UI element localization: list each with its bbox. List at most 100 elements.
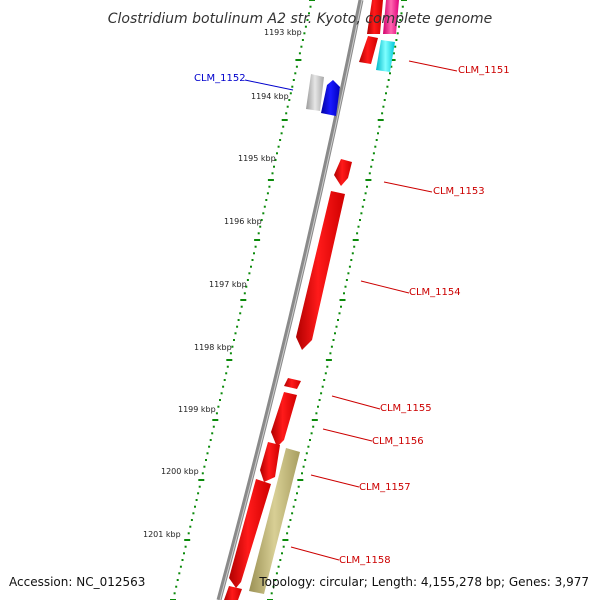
minor-tick	[348, 265, 351, 268]
minor-tick	[246, 279, 249, 281]
minor-tick	[307, 445, 310, 448]
minor-tick	[372, 152, 375, 155]
gene-feature[interactable]	[367, 0, 383, 34]
major-tick	[184, 539, 191, 541]
minor-tick	[400, 12, 403, 15]
minor-tick	[270, 592, 273, 595]
minor-tick	[274, 579, 277, 581]
minor-tick	[304, 459, 307, 461]
gene-label-clm-1157[interactable]: CLM_1157	[359, 482, 411, 493]
minor-tick	[209, 439, 212, 441]
tick-label: 1200 kbp	[161, 467, 199, 476]
major-tick	[297, 479, 304, 481]
major-tick	[311, 419, 318, 421]
minor-tick	[181, 559, 184, 561]
minor-tick	[332, 339, 335, 341]
minor-tick	[176, 579, 179, 581]
minor-tick	[294, 499, 297, 501]
major-tick	[377, 119, 384, 121]
minor-tick	[289, 519, 292, 521]
minor-tick	[280, 132, 283, 135]
gene-clm-1155[interactable]	[284, 378, 301, 389]
genome-summary-text: Topology: circular; Length: 4,155,278 bp…	[258, 575, 589, 589]
gene-clm-1157[interactable]	[249, 448, 300, 594]
major-tick	[254, 239, 261, 241]
gene-feature[interactable]	[383, 0, 399, 34]
minor-tick	[211, 432, 214, 435]
minor-tick	[231, 345, 234, 348]
minor-tick	[274, 159, 277, 161]
minor-tick	[401, 5, 404, 8]
minor-tick	[234, 332, 237, 335]
gene-label-clm-1156[interactable]: CLM_1156	[372, 436, 424, 447]
gene-label-clm-1151[interactable]: CLM_1151	[458, 65, 510, 76]
label-leaders	[244, 60, 458, 561]
gene-label-clm-1152[interactable]: CLM_1152	[194, 73, 246, 84]
minor-tick	[312, 425, 315, 428]
gene-label-clm-1154[interactable]: CLM_1154	[409, 287, 461, 298]
gene-feature[interactable]	[306, 74, 324, 111]
minor-tick	[195, 499, 198, 501]
major-tick	[281, 119, 288, 121]
gene-clm-1153[interactable]	[334, 159, 352, 186]
tick-label: 1194 kbp	[251, 92, 289, 101]
minor-tick	[178, 572, 181, 575]
minor-tick	[386, 85, 389, 88]
gene-clm-1156[interactable]	[260, 442, 280, 482]
gene-clm-1154[interactable]	[296, 191, 345, 350]
gene-label-clm-1158[interactable]: CLM_1158	[339, 555, 391, 566]
minor-tick	[289, 92, 292, 95]
minor-tick	[291, 85, 294, 88]
gene-feature[interactable]	[271, 392, 297, 447]
minor-tick	[318, 399, 321, 401]
minor-tick	[351, 252, 354, 255]
minor-tick	[192, 512, 195, 515]
minor-tick	[220, 392, 223, 395]
minor-tick	[282, 125, 285, 128]
minor-tick	[194, 505, 196, 508]
minor-tick	[260, 219, 263, 221]
gene-feature[interactable]	[359, 36, 378, 64]
minor-tick	[326, 365, 329, 368]
minor-tick	[317, 405, 319, 408]
minor-tick	[395, 39, 398, 41]
minor-tick	[201, 472, 204, 475]
tick-label: 1193 kbp	[264, 28, 302, 37]
gene-clm-1158[interactable]	[229, 479, 271, 588]
gene-clm-1151[interactable]	[376, 40, 395, 72]
minor-tick	[215, 412, 218, 415]
gene-clm-1152[interactable]	[321, 80, 340, 116]
minor-tick	[277, 145, 280, 148]
minor-tick	[233, 339, 235, 341]
minor-tick	[378, 125, 381, 128]
gene-label-clm-1153[interactable]: CLM_1153	[433, 186, 485, 197]
minor-tick	[240, 305, 243, 308]
gene-feature[interactable]	[224, 586, 242, 600]
major-tick	[282, 539, 289, 541]
tick-label: 1195 kbp	[238, 154, 276, 163]
gene-labels: CLM_1151 CLM_1152 CLM_1153 CLM_1154 CLM_…	[194, 65, 510, 566]
minor-tick	[334, 332, 336, 335]
minor-tick	[277, 565, 280, 568]
minor-tick	[295, 65, 298, 68]
minor-tick	[286, 532, 289, 535]
minor-tick	[309, 439, 311, 441]
minor-tick	[374, 145, 377, 148]
minor-tick	[381, 112, 384, 115]
minor-tick	[225, 372, 228, 375]
major-tick	[295, 59, 302, 61]
map-title: Clostridium botulinum A2 str. Kyoto, com…	[108, 11, 493, 27]
gene-label-clm-1155[interactable]: CLM_1155	[380, 403, 432, 414]
minor-tick	[248, 272, 251, 275]
minor-tick	[273, 165, 275, 168]
minor-tick	[253, 252, 255, 255]
minor-tick	[377, 132, 379, 135]
minor-tick	[272, 585, 275, 588]
minor-tick	[236, 325, 239, 328]
minor-tick	[308, 12, 310, 15]
minor-tick	[229, 352, 232, 355]
minor-tick	[243, 292, 246, 295]
minor-tick	[292, 79, 295, 81]
